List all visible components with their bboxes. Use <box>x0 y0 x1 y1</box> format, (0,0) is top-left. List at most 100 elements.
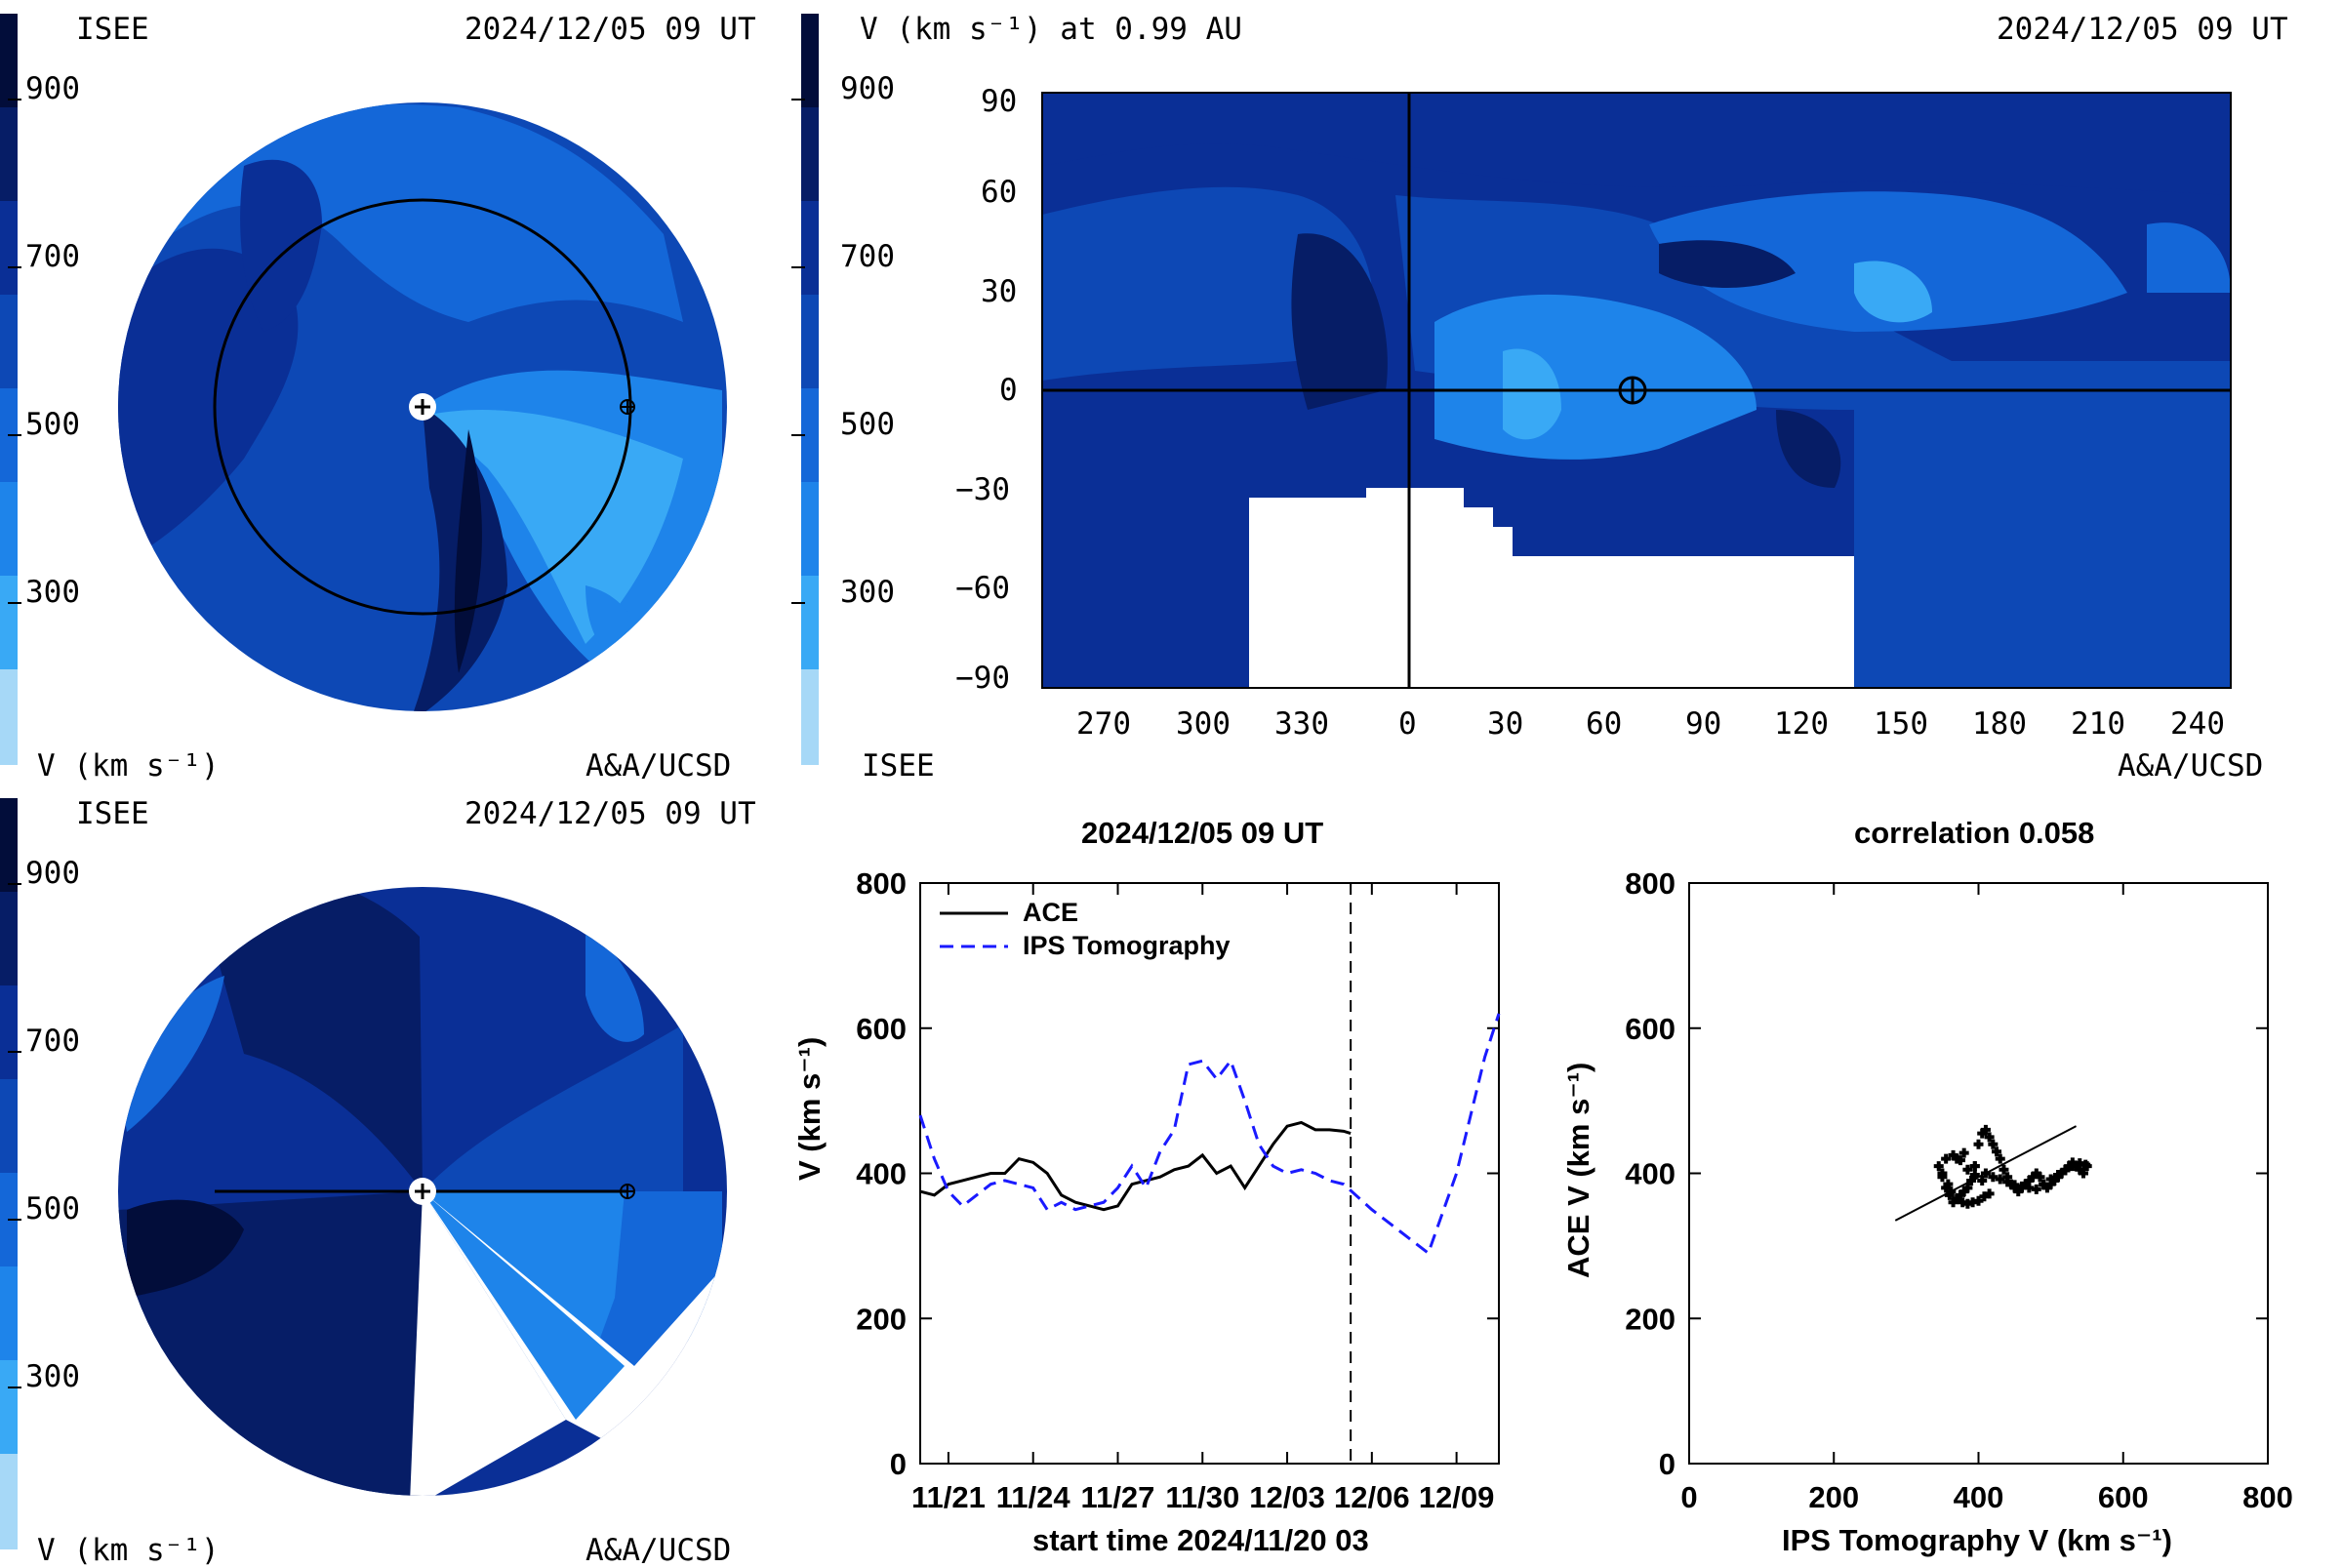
chart-title: correlation 0.058 <box>1854 816 2095 850</box>
y-tick-label: 30 <box>981 274 1018 309</box>
cbar-label-300: 300 <box>25 1359 80 1394</box>
x-tick-label: 11/27 <box>1081 1480 1155 1514</box>
y-tick-label: −60 <box>955 571 1010 606</box>
cbar-label-500: 500 <box>840 407 895 442</box>
x-tick-label: 11/24 <box>996 1480 1071 1514</box>
cbar-tick <box>791 99 805 101</box>
cbar-label-500: 500 <box>25 1191 80 1226</box>
cbar-tick <box>791 434 805 436</box>
cbar-label-900: 900 <box>25 856 80 891</box>
datetime-label: 2024/12/05 09 UT <box>464 12 756 47</box>
scatter-point <box>2067 1161 2078 1172</box>
cbar-tick <box>791 266 805 268</box>
cbar-tick <box>8 1219 21 1221</box>
y-tick-label: 800 <box>856 866 907 901</box>
y-tick-label: 400 <box>856 1157 907 1191</box>
y-axis-label: V (km s⁻¹) <box>792 1036 827 1181</box>
x-tick-label: 800 <box>2242 1480 2293 1514</box>
unit-label: V (km s⁻¹) <box>37 748 220 784</box>
scatter-point <box>1973 1195 1984 1206</box>
x-axis-label: start time 2024/11/20 03 <box>1032 1523 1369 1557</box>
cbar-tick <box>8 1051 21 1053</box>
scatter-point <box>2060 1165 2071 1176</box>
x-tick-label: 210 <box>2071 706 2125 742</box>
cbar-label-700: 700 <box>840 239 895 274</box>
scatter-point <box>2053 1169 2064 1180</box>
x-tick-label: 90 <box>1685 706 1722 742</box>
legend-label-ace: ACE <box>1023 898 1079 927</box>
credit-label: A&A/UCSD <box>2118 748 2264 784</box>
colorbar-ecliptic <box>0 14 18 765</box>
datetime-label: 2024/12/05 09 UT <box>1997 12 2288 47</box>
datetime-label: 2024/12/05 09 UT <box>464 796 756 831</box>
credit-label: A&A/UCSD <box>586 1533 732 1568</box>
scatter-point <box>1999 1164 2009 1175</box>
scatter-point <box>2078 1168 2088 1179</box>
correlation-scatter-chart: 0 200 400 600 800 0 200 400 600 800 <box>1625 866 2293 1514</box>
scatter-point <box>2080 1159 2091 1170</box>
y-tick-label: 200 <box>1625 1302 1676 1336</box>
x-tick-label: 330 <box>1274 706 1329 742</box>
cbar-label-300: 300 <box>840 575 895 610</box>
colorbar-synoptic <box>801 14 819 765</box>
cbar-label-500: 500 <box>25 407 80 442</box>
y-tick-label: 0 <box>890 1447 907 1481</box>
scatter-point <box>1988 1139 1999 1149</box>
x-tick-label: 120 <box>1774 706 1829 742</box>
org-label: ISEE <box>862 748 935 784</box>
scatter-point <box>2031 1184 2041 1194</box>
cbar-tick <box>8 883 21 885</box>
cbar-label-900: 900 <box>25 71 80 106</box>
x-tick-label: 180 <box>1972 706 2027 742</box>
scatter-point <box>2035 1172 2045 1183</box>
y-axis-label: ACE V (km s⁻¹) <box>1561 1062 1595 1278</box>
credit-label: A&A/UCSD <box>586 748 732 784</box>
cbar-label-700: 700 <box>25 1024 80 1059</box>
x-tick-label: 30 <box>1487 706 1524 742</box>
scatter-point <box>1980 1124 1991 1135</box>
scatter-point <box>1952 1193 1962 1204</box>
scatter-point <box>1995 1153 2005 1164</box>
x-axis-label: IPS Tomography V (km s⁻¹) <box>1782 1523 2172 1557</box>
sun-icon <box>409 393 436 421</box>
y-tick-label: 0 <box>999 373 1018 408</box>
scatter-point <box>1952 1153 1962 1164</box>
scatter-point <box>2039 1180 2049 1190</box>
series-line-ips <box>918 1013 1501 1256</box>
x-tick-label: 12/03 <box>1249 1480 1325 1514</box>
scatter-point <box>1962 1164 1973 1175</box>
unit-label: V (km s⁻¹) <box>37 1533 220 1568</box>
scatter-point <box>2002 1177 2013 1187</box>
cbar-label-300: 300 <box>25 575 80 610</box>
x-tick-label: 270 <box>1076 706 1131 742</box>
x-tick-label: 11/30 <box>1165 1480 1239 1514</box>
scatter-point <box>1937 1168 1948 1179</box>
cbar-tick <box>8 434 21 436</box>
cbar-tick <box>8 99 21 101</box>
y-tick-label: 400 <box>1625 1157 1676 1191</box>
x-tick-label: 600 <box>2098 1480 2149 1514</box>
x-tick-label: 150 <box>1874 706 1928 742</box>
y-tick-label: −30 <box>955 472 1010 507</box>
synoptic-map <box>1041 92 2232 689</box>
y-tick-label: 60 <box>981 175 1018 210</box>
colorbar-meridional <box>0 798 18 1549</box>
y-tick-label: 200 <box>856 1302 907 1336</box>
x-tick-label: 200 <box>1808 1480 1859 1514</box>
scatter-point <box>1962 1183 1973 1193</box>
synoptic-title: V (km s⁻¹) at 0.99 AU <box>860 12 1242 47</box>
cbar-label-900: 900 <box>840 71 895 106</box>
x-tick-label: 0 <box>1680 1480 1697 1514</box>
cbar-tick <box>8 1387 21 1388</box>
chart-title: 2024/12/05 09 UT <box>1081 816 1324 850</box>
fit-line <box>1894 1125 2078 1222</box>
y-tick-label: 0 <box>1659 1447 1676 1481</box>
y-tick-label: 600 <box>1625 1012 1676 1046</box>
scatter-point <box>1941 1153 1952 1164</box>
org-label: ISEE <box>76 12 149 47</box>
velocity-time-chart: 0 200 400 600 800 11/21 11/24 11/27 11/30 12/03 12… <box>856 866 1501 1514</box>
x-tick-label: 12/09 <box>1419 1480 1495 1514</box>
x-tick-label: 11/21 <box>911 1480 986 1514</box>
x-tick-label: 240 <box>2170 706 2225 742</box>
